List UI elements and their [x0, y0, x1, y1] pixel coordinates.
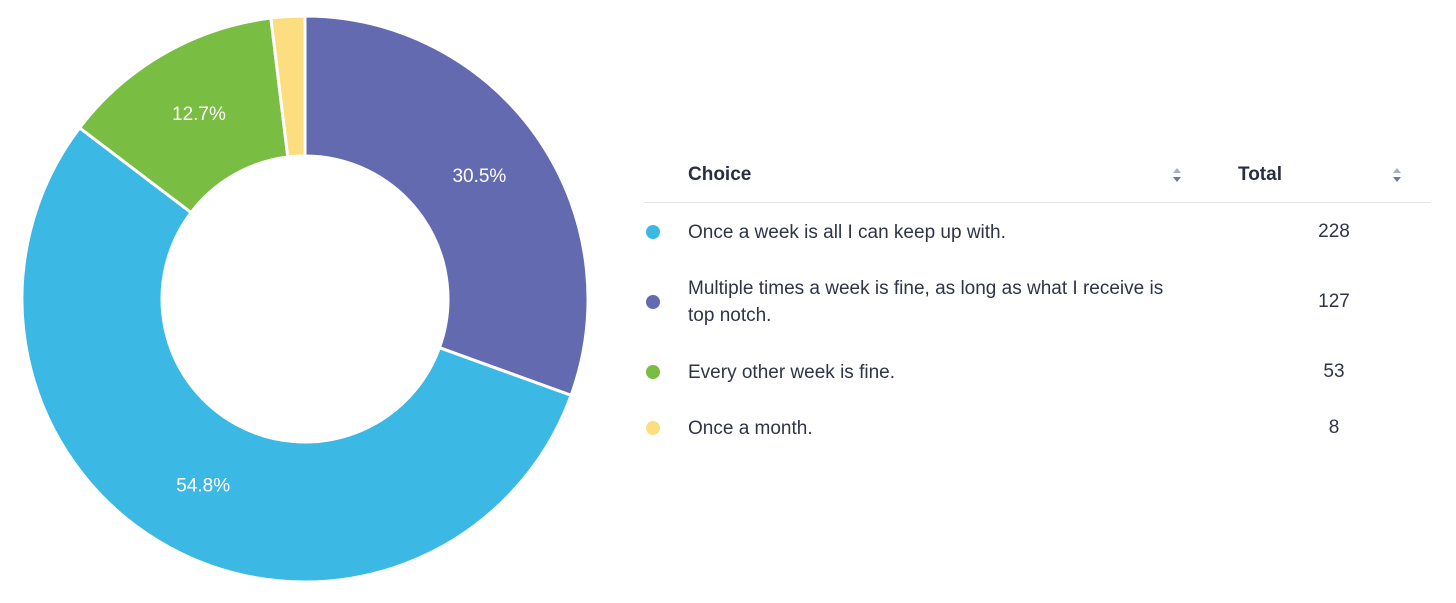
total-column-header[interactable]: Total: [1238, 164, 1282, 185]
slice-percent-label: 54.8%: [176, 476, 230, 497]
table-row: Every other week is fine. 53: [644, 343, 1431, 401]
donut-slices: [20, 14, 590, 584]
results-table: Choice Total Once a week is all I can ke…: [644, 148, 1431, 455]
table-row: Once a week is all I can keep up with. 2…: [644, 203, 1431, 261]
sort-arrows-icon[interactable]: [1172, 167, 1182, 183]
legend-dot: [646, 421, 660, 435]
choice-total: 8: [1328, 417, 1340, 438]
legend-dot: [646, 365, 660, 379]
legend-dot: [646, 225, 660, 239]
choice-label: Once a week is all I can keep up with.: [688, 221, 1006, 243]
sort-arrows-icon[interactable]: [1392, 167, 1402, 183]
donut-slice[interactable]: [269, 14, 307, 159]
donut-slice[interactable]: [77, 16, 290, 215]
choice-label: Every other week is fine.: [688, 361, 895, 383]
slice-percent-label: 30.5%: [452, 166, 506, 187]
choice-total: 228: [1318, 221, 1350, 242]
donut-slice[interactable]: [303, 14, 590, 398]
table-header: Choice Total: [644, 148, 1431, 203]
choice-column-header[interactable]: Choice: [688, 164, 752, 185]
table-row: Once a month. 8: [644, 401, 1431, 455]
legend-dot: [646, 295, 660, 309]
choice-total: 127: [1318, 291, 1350, 312]
slice-percent-label: 12.7%: [172, 104, 226, 125]
donut-percent-labels: 30.5% 54.8% 12.7%: [172, 104, 506, 497]
choice-label: Once a month.: [688, 417, 813, 439]
choice-total: 53: [1323, 361, 1345, 382]
donut-chart: 30.5% 54.8% 12.7%: [20, 14, 590, 584]
donut-slice[interactable]: [20, 125, 574, 584]
table-row: Multiple times a week is fine, as long a…: [644, 261, 1431, 343]
choice-label: Multiple times a week is fine, as long a…: [688, 278, 1164, 326]
